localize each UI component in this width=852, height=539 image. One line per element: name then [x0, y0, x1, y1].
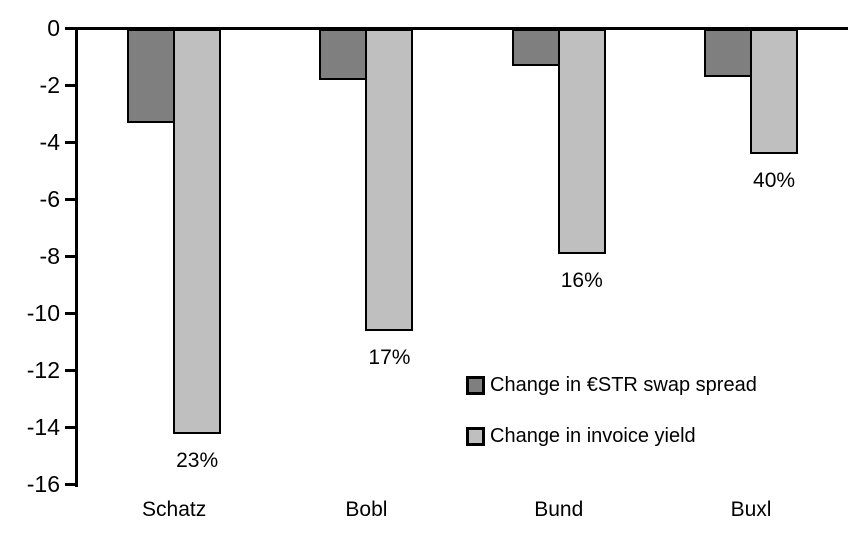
- x-axis-label-schatz: Schatz: [142, 498, 207, 521]
- legend-item: Change in invoice yield: [466, 425, 757, 447]
- legend-item: Change in €STR swap spread: [466, 374, 757, 396]
- bar-schatz-invoice-yield: [173, 29, 222, 434]
- y-tick-label: -6: [39, 186, 60, 212]
- y-tick: [65, 197, 75, 201]
- y-tick: [65, 140, 75, 144]
- y-tick-label: -4: [39, 129, 60, 155]
- legend-label: Change in €STR swap spread: [490, 374, 757, 396]
- y-tick: [65, 311, 75, 315]
- data-label-bund: 16%: [560, 269, 603, 293]
- y-tick-label: -8: [39, 243, 60, 269]
- bar-bund-swap-spread: [511, 29, 560, 67]
- y-tick-label: -2: [39, 72, 60, 98]
- legend: Change in €STR swap spread Change in invo…: [466, 374, 757, 447]
- legend-label: Change in invoice yield: [490, 425, 696, 447]
- data-label-bobl: 17%: [368, 346, 411, 370]
- y-tick-label: -14: [26, 414, 60, 440]
- bar-bund-invoice-yield: [557, 29, 606, 255]
- bar-schatz-swap-spread: [127, 29, 176, 124]
- x-axis-label-bund: Bund: [534, 498, 584, 521]
- y-tick-label: 0: [47, 15, 60, 41]
- y-tick-label: -12: [26, 357, 60, 383]
- x-axis-zero-line: [65, 27, 848, 30]
- y-tick: [65, 368, 75, 372]
- y-tick: [65, 254, 75, 258]
- x-axis-label-buxl: Buxl: [730, 498, 772, 521]
- y-tick: [65, 482, 75, 486]
- bar-buxl-swap-spread: [704, 29, 753, 78]
- bar-buxl-invoice-yield: [750, 29, 799, 155]
- x-axis-label-bobl: Bobl: [345, 498, 388, 521]
- data-label-schatz: 23%: [176, 448, 219, 472]
- legend-swatch: [466, 426, 485, 446]
- y-tick: [65, 26, 75, 30]
- legend-swatch: [466, 375, 485, 395]
- bar-bobl-invoice-yield: [365, 29, 414, 332]
- bar-bobl-swap-spread: [319, 29, 368, 81]
- y-tick: [65, 83, 75, 87]
- y-tick-label: -10: [26, 300, 60, 326]
- y-axis-line: [75, 27, 78, 487]
- y-tick: [65, 425, 75, 429]
- data-label-buxl: 40%: [753, 169, 796, 193]
- y-tick-label: -16: [26, 471, 60, 497]
